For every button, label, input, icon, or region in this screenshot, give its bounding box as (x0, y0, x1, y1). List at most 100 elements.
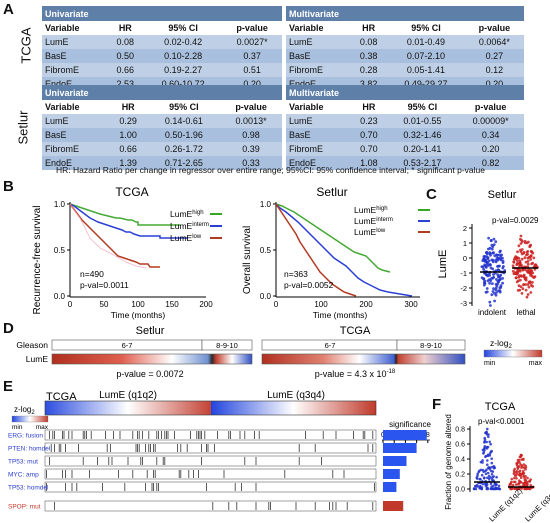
setlur-row-label: Setlur (15, 110, 31, 145)
panel-a-letter: A (3, 1, 14, 18)
panel-b-letter: B (3, 178, 14, 195)
column-header: p-value (464, 21, 524, 35)
setlur-xtick: 0 (274, 300, 279, 309)
lethal-point (518, 269, 522, 273)
setlur-lume-low-curve (275, 203, 357, 297)
tcga-lume-high-curve (69, 203, 180, 226)
e-scale-bar (11, 415, 49, 423)
lethal-point (518, 263, 522, 267)
e-scale-min: min (12, 424, 23, 431)
fga-q1q2-point (490, 465, 493, 469)
lethal-point (527, 285, 531, 289)
lethal-point (519, 285, 523, 288)
indolent-point (490, 277, 493, 280)
table-cell: 0.14-0.61 (147, 114, 221, 128)
fga-q1q2-point (484, 455, 487, 458)
fga-q1q2-point (476, 472, 479, 476)
table-row: FibromE 0.66 0.19-2.27 0.51 (42, 63, 282, 77)
column-header: p-value (457, 100, 524, 114)
indolent-point (490, 258, 494, 262)
indolent-point (495, 291, 498, 294)
lethal-point (528, 245, 532, 249)
fga-q1q2-point (486, 476, 489, 480)
lethal-point (519, 234, 523, 238)
setlur-lume-interm-curve (275, 203, 413, 297)
oncoprint-row (44, 455, 377, 467)
indolent-point (494, 240, 498, 244)
lethal-point (520, 257, 524, 261)
fga-q3q4-point (518, 469, 522, 473)
dotplot-cat-lethal: lethal (516, 308, 535, 317)
lethal-point (511, 269, 515, 273)
indolent-point (488, 281, 491, 285)
dotplot-title: Setlur (488, 189, 517, 201)
table-cell: 0.29 (108, 114, 148, 128)
fga-q3q4-point (528, 480, 532, 483)
fga-q3q4-point (509, 487, 513, 491)
fga-dotplot: TCGA p-val<0.0001 Fraction of genome alt… (444, 401, 550, 523)
indolent-point (496, 273, 500, 276)
e-header-left: LumE (q1q2) (99, 390, 157, 401)
fga-q3q4-point (522, 475, 525, 478)
table-row: FibromE 0.28 0.05-1.41 0.12 (286, 63, 524, 77)
table-cell: FibromE (286, 142, 351, 156)
column-header: HR (350, 21, 388, 35)
tcga-km-xlabel: Time (months) (111, 310, 166, 320)
table-cell: 0.20 (457, 142, 524, 156)
dotplot-cat-indolent: indolent (478, 308, 507, 317)
table-row: LumE 0.29 0.14-0.61 0.0013* (42, 114, 282, 128)
fga-q1q2-point (480, 473, 484, 477)
lethal-point (517, 279, 520, 283)
fga-q3q4-point (516, 467, 520, 470)
indolent-point (487, 272, 491, 276)
fga-q1q2-point (490, 457, 493, 460)
setlur-n: n=363 (284, 269, 308, 279)
indolent-point (492, 237, 496, 241)
table-cell: 0.66 (108, 142, 148, 156)
e-scale-max: max (36, 424, 49, 431)
lethal-point (522, 251, 526, 254)
tcga-group-label: 6-7 (325, 341, 336, 350)
oncoprint-row (44, 468, 377, 480)
table-cell: 0.20-1.41 (387, 142, 458, 156)
oncoprint-row (44, 429, 377, 441)
table-cell: 0.51 (222, 63, 282, 77)
fga-pval: p-val<0.0001 (478, 417, 525, 426)
table-cell: LumE (42, 35, 107, 49)
fga-q1q2-point (486, 471, 490, 475)
indolent-point (484, 290, 488, 294)
fga-q1q2-point (479, 484, 482, 488)
fga-q3q4-point (512, 472, 516, 476)
setlur-lume-heatmap (51, 353, 253, 365)
fga-q3q4-point (512, 469, 516, 472)
fga-q3q4-point (515, 483, 518, 486)
table-row: BasE 1.00 0.50-1.96 0.98 (42, 128, 282, 142)
d-scale-min: min (484, 360, 495, 367)
fga-q3q4-point (524, 475, 527, 478)
indolent-point (480, 265, 484, 268)
oncoprint-row-label: PTEN: homdel (8, 446, 51, 453)
column-header: 95% CI (387, 100, 458, 114)
lethal-point (516, 262, 520, 265)
tcga-xtick: 0 (68, 300, 73, 309)
e-scale-label: z-log2 (14, 405, 35, 416)
indolent-point (491, 245, 495, 248)
indolent-point (498, 289, 502, 293)
d-scale-label: z-log2 (490, 338, 512, 350)
column-header: 95% CI (147, 100, 221, 114)
fga-q3q4-point (525, 483, 529, 487)
indolent-point (491, 251, 495, 255)
significance-bar (383, 482, 397, 492)
fga-cat-q1q2: LumE (q1q2) (487, 486, 524, 523)
lethal-point (522, 283, 526, 286)
setlur-xtick: 300 (404, 300, 418, 309)
tcga-km-ylabel: Recurrence-free survival (32, 206, 43, 315)
lethal-point (516, 271, 520, 275)
table-row: LumE 0.08 0.01-0.49 0.0064* (286, 35, 524, 49)
setlur-multivariate-table: Multivariate Variable HR 95% CI p-value LumE 0… (286, 85, 524, 170)
indolent-point (490, 247, 494, 251)
table-cell: EndoE (42, 156, 109, 170)
fga-q1q2-point (489, 442, 492, 446)
indolent-point (492, 287, 495, 291)
d-scale-max: max (529, 360, 543, 367)
